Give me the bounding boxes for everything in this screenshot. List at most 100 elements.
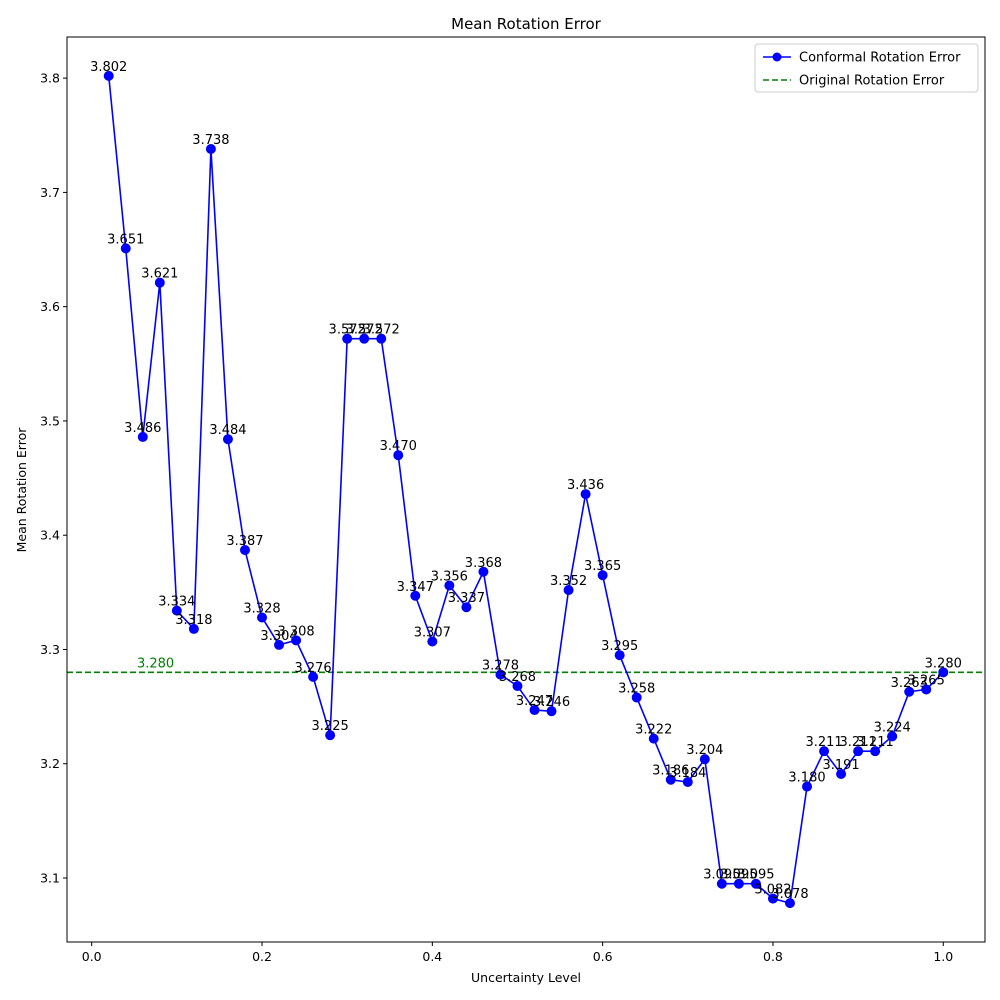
data-label: 3.365 bbox=[584, 559, 621, 574]
data-label: 3.247 bbox=[516, 694, 553, 709]
legend: Conformal Rotation Error Original Rotatio… bbox=[754, 43, 979, 93]
data-point bbox=[802, 781, 813, 792]
data-point bbox=[887, 731, 898, 742]
y-tick-label: 3.1 bbox=[40, 871, 60, 886]
data-label: 3.224 bbox=[874, 720, 911, 735]
data-point bbox=[239, 545, 250, 556]
data-label: 3.651 bbox=[107, 232, 144, 247]
data-label: 3.307 bbox=[414, 625, 451, 640]
y-tick-label: 3.7 bbox=[40, 185, 60, 200]
data-point bbox=[222, 434, 233, 445]
data-label: 3.278 bbox=[482, 659, 519, 674]
data-point bbox=[291, 635, 302, 646]
data-label: 3.095 bbox=[737, 868, 774, 883]
data-point bbox=[597, 570, 608, 581]
data-point bbox=[512, 681, 523, 692]
data-point bbox=[427, 636, 438, 647]
chart-title: Mean Rotation Error bbox=[451, 15, 602, 33]
data-label: 3.436 bbox=[567, 478, 604, 493]
data-label: 3.180 bbox=[788, 771, 825, 786]
x-tick-label: 0.6 bbox=[593, 949, 613, 964]
data-point bbox=[819, 746, 830, 757]
data-label: 3.318 bbox=[175, 613, 212, 628]
data-label: 3.347 bbox=[397, 580, 434, 595]
data-label: 3.295 bbox=[601, 639, 638, 654]
data-point bbox=[495, 669, 506, 680]
x-tick-label: 0.0 bbox=[82, 949, 102, 964]
data-label: 3.276 bbox=[294, 661, 331, 676]
data-label: 3.802 bbox=[90, 60, 127, 75]
plot-area: 0.0 0.2 0.4 0.6 0.8 1.03.13.23.33.43.53.63.73… bbox=[40, 36, 986, 964]
axes-frame bbox=[66, 36, 986, 943]
data-label: 3.095 bbox=[720, 868, 757, 883]
data-point bbox=[904, 686, 915, 697]
original-rotation-error-label: 3.280 bbox=[137, 656, 174, 671]
y-tick-label: 3.2 bbox=[40, 756, 60, 771]
data-label: 3.186 bbox=[652, 764, 689, 779]
data-point bbox=[257, 612, 268, 623]
data-point bbox=[853, 746, 864, 757]
legend-original-label: Original Rotation Error bbox=[799, 74, 945, 89]
data-point bbox=[921, 684, 932, 695]
data-point bbox=[750, 878, 761, 889]
data-point bbox=[120, 243, 131, 254]
data-point bbox=[478, 566, 489, 577]
data-label: 3.225 bbox=[312, 719, 349, 734]
data-point bbox=[137, 431, 148, 442]
data-label: 3.184 bbox=[669, 766, 706, 781]
data-label: 3.470 bbox=[380, 439, 417, 454]
data-point bbox=[393, 450, 404, 461]
data-label: 3.211 bbox=[857, 735, 894, 750]
data-label: 3.258 bbox=[618, 681, 655, 696]
x-axis-title: Uncertainty Level bbox=[471, 970, 581, 985]
data-point bbox=[546, 706, 557, 717]
data-label: 3.484 bbox=[209, 423, 246, 438]
data-label: 3.368 bbox=[465, 556, 502, 571]
data-point bbox=[359, 333, 370, 344]
data-point bbox=[325, 730, 336, 741]
y-tick-label: 3.6 bbox=[40, 299, 60, 314]
data-point bbox=[529, 705, 540, 716]
data-label: 3.328 bbox=[243, 601, 280, 616]
data-label: 3.265 bbox=[908, 673, 945, 688]
data-point bbox=[767, 893, 778, 904]
data-label: 3.211 bbox=[840, 735, 877, 750]
data-label: 3.572 bbox=[329, 323, 366, 338]
data-label: 3.204 bbox=[686, 743, 723, 758]
data-label: 3.304 bbox=[260, 629, 297, 644]
data-point bbox=[614, 650, 625, 661]
y-tick-label: 3.5 bbox=[40, 413, 60, 428]
data-point bbox=[784, 898, 795, 909]
data-point bbox=[870, 746, 881, 757]
data-label: 3.352 bbox=[550, 574, 587, 589]
data-label: 3.356 bbox=[431, 569, 468, 584]
data-point bbox=[188, 623, 199, 634]
data-label: 3.268 bbox=[499, 670, 536, 685]
data-point bbox=[376, 333, 387, 344]
data-point bbox=[648, 733, 659, 744]
data-point bbox=[733, 878, 744, 889]
data-point bbox=[682, 777, 693, 788]
data-label: 3.621 bbox=[141, 267, 178, 282]
x-tick-label: 0.8 bbox=[763, 949, 783, 964]
x-tick-label: 0.2 bbox=[252, 949, 272, 964]
data-label: 3.572 bbox=[346, 323, 383, 338]
y-tick-label: 3.8 bbox=[40, 71, 60, 86]
data-label: 3.222 bbox=[635, 723, 672, 738]
data-point bbox=[205, 143, 216, 154]
data-point bbox=[563, 585, 574, 596]
data-label: 3.078 bbox=[771, 887, 808, 902]
data-label: 3.191 bbox=[822, 758, 859, 773]
data-label: 3.263 bbox=[891, 676, 928, 691]
data-point bbox=[410, 590, 421, 601]
y-tick-label: 3.3 bbox=[40, 642, 60, 657]
data-point bbox=[444, 580, 455, 591]
data-point bbox=[342, 333, 353, 344]
data-label: 3.246 bbox=[533, 695, 570, 710]
data-point bbox=[171, 605, 182, 616]
data-point bbox=[665, 774, 676, 785]
data-label: 3.211 bbox=[805, 735, 842, 750]
conformal-rotation-error-line bbox=[107, 75, 944, 904]
